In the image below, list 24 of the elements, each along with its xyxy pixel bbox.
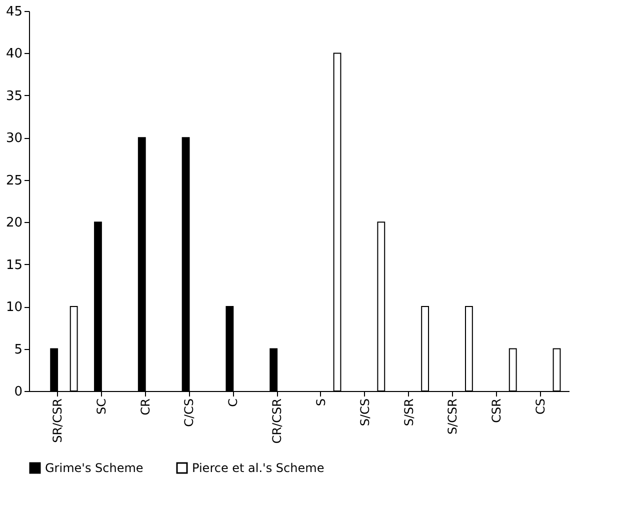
x-tick-label: S/CS [358, 398, 372, 426]
y-tick-label: 5 [14, 342, 22, 358]
x-tick-label: SR/CSR [50, 398, 65, 443]
x-tick-label: S [314, 398, 328, 406]
x-tick-label: C/CS [182, 398, 196, 427]
x-tick-label: CR/CSR [270, 398, 284, 444]
y-tick-label: 20 [6, 216, 22, 231]
y-tick-label: 35 [6, 88, 22, 104]
y-tick-label: 30 [6, 131, 22, 146]
y-tick-label: 45 [6, 4, 22, 20]
x-tick-label: CSR [490, 398, 504, 423]
legend-label: Pierce et al.'s Scheme [192, 461, 324, 475]
legend-label: Grime's Scheme [45, 461, 144, 475]
x-tick-label: CR [138, 398, 152, 416]
x-tick-label: S/CSR [446, 398, 460, 434]
x-tick-label: CS [533, 398, 548, 414]
x-tick-label: SC [94, 398, 108, 414]
x-tick-label: C [226, 398, 240, 407]
y-tick-label: 0 [14, 384, 22, 400]
y-tick-label: 15 [6, 258, 22, 273]
y-tick-label: 10 [6, 300, 22, 316]
y-tick-label: 25 [6, 173, 22, 188]
y-tick-label: 40 [6, 46, 22, 62]
x-tick-label: S/SR [402, 398, 416, 426]
